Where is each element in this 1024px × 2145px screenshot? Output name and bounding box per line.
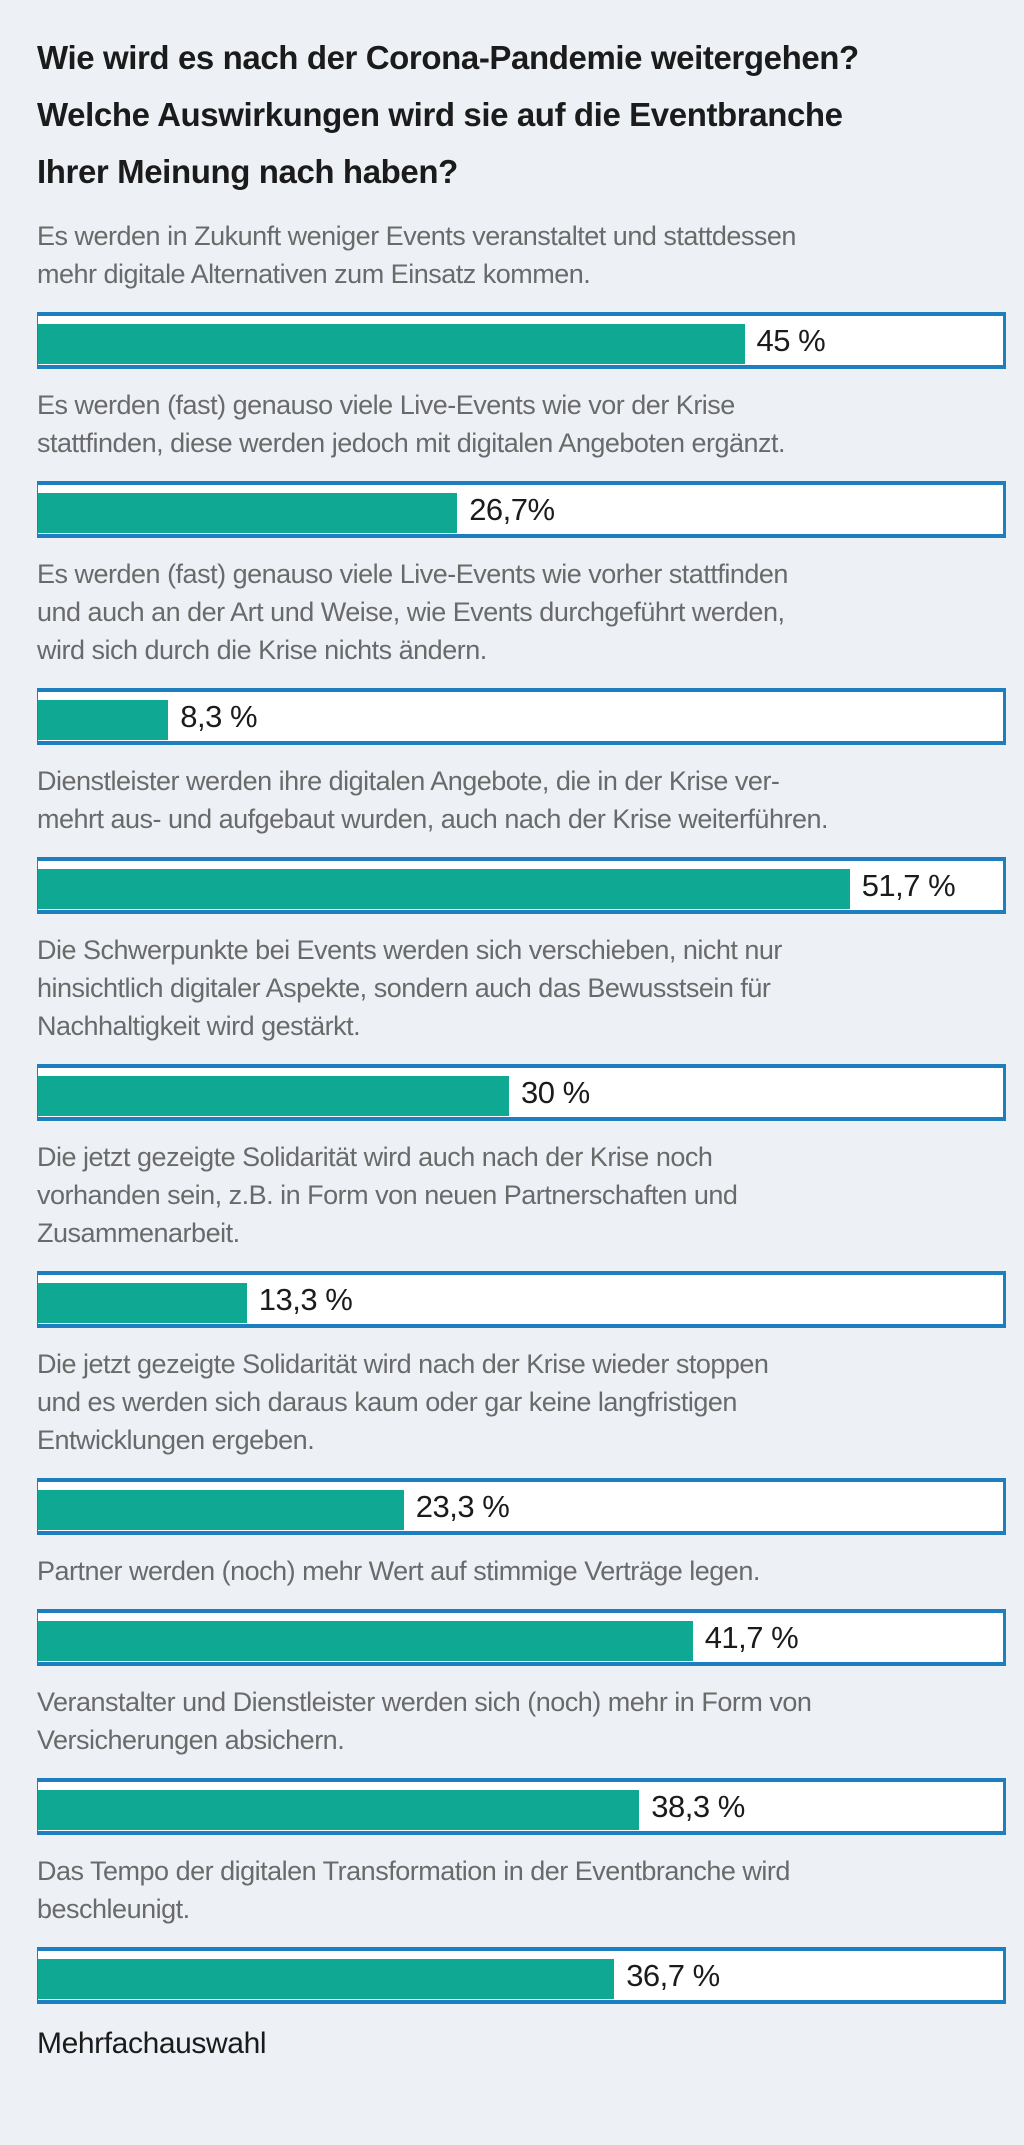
value-label: 51,7 % <box>861 868 956 903</box>
bar-label-line: und es werden sich daraus kaum oder gar … <box>37 1387 737 1417</box>
bar-item: Veranstalter und Dienstleister werden si… <box>37 1683 1006 1835</box>
bar-label-line: Zusammenarbeit. <box>37 1218 240 1248</box>
bar-label: Die Schwerpunkte bei Events werden sich … <box>37 931 1006 1045</box>
bar-label-line: Das Tempo der digitalen Transformation i… <box>37 1856 790 1886</box>
bar-frame: 36,7 % <box>37 1947 1006 2004</box>
value-label: 8,3 % <box>180 699 258 734</box>
chart: Wie wird es nach der Corona-Pandemie wei… <box>37 29 1006 2064</box>
bar-item: Es werden (fast) genauso viele Live-Even… <box>37 555 1006 745</box>
bar-label-line: vorhanden sein, z.B. in Form von neuen P… <box>37 1180 738 1210</box>
bar <box>38 869 850 909</box>
bar-label-line: mehr digitale Alternativen zum Einsatz k… <box>37 259 591 289</box>
bar <box>38 324 745 364</box>
value-label: 38,3 % <box>651 1789 745 1824</box>
bar <box>38 1283 247 1323</box>
title-line: Wie wird es nach der Corona-Pandemie wei… <box>37 39 859 76</box>
bar-item: Es werden (fast) genauso viele Live-Even… <box>37 386 1006 538</box>
title-line: Welche Auswirkungen wird sie auf die Eve… <box>37 96 843 133</box>
bar-item: Die jetzt gezeigte Solidarität wird nach… <box>37 1345 1006 1535</box>
bar-label-line: Die jetzt gezeigte Solidarität wird auch… <box>37 1142 713 1172</box>
bar-frame: 26,7% <box>37 481 1006 538</box>
bar-label-line: Es werden in Zukunft weniger Events vera… <box>37 221 796 251</box>
chart-title: Wie wird es nach der Corona-Pandemie wei… <box>37 29 1006 200</box>
footnote: Mehrfachauswahl <box>37 2027 267 2060</box>
bar-label: Die jetzt gezeigte Solidarität wird auch… <box>37 1138 1006 1252</box>
bar-label-line: Nachhaltigkeit wird gestärkt. <box>37 1011 361 1041</box>
bar-label: Es werden (fast) genauso viele Live-Even… <box>37 555 1006 669</box>
bar-label: Veranstalter und Dienstleister werden si… <box>37 1683 1006 1759</box>
bar-label-line: Die jetzt gezeigte Solidarität wird nach… <box>37 1349 769 1379</box>
bar-label-line: hinsichtlich digitaler Aspekte, sondern … <box>37 973 771 1003</box>
bar-frame: 38,3 % <box>37 1778 1006 1835</box>
bar <box>38 1621 693 1661</box>
bar-label-line: Entwicklungen ergeben. <box>37 1425 315 1455</box>
bar-label-line: stattfinden, diese werden jedoch mit dig… <box>37 428 786 458</box>
bar <box>38 1076 509 1116</box>
bar-label-line: wird sich durch die Krise nichts ändern. <box>37 635 487 665</box>
bar-label-line: Dienstleister werden ihre digitalen Ange… <box>37 766 780 796</box>
bar-label: Das Tempo der digitalen Transformation i… <box>37 1852 1006 1928</box>
bar-label-line: und auch an der Art und Weise, wie Event… <box>37 597 785 627</box>
bar-label-line: beschleunigt. <box>37 1894 190 1924</box>
value-label: 45 % <box>756 323 826 358</box>
bar-frame: 30 % <box>37 1064 1006 1121</box>
bar-item: Die jetzt gezeigte Solidarität wird auch… <box>37 1138 1006 1328</box>
value-label: 30 % <box>521 1075 590 1110</box>
bar-label: Es werden (fast) genauso viele Live-Even… <box>37 386 1006 462</box>
bar-frame: 45 % <box>37 312 1006 369</box>
bar-frame: 51,7 % <box>37 857 1006 914</box>
value-label: 41,7 % <box>704 1620 799 1655</box>
value-label: 23,3 % <box>415 1489 510 1524</box>
value-label: 36,7 % <box>626 1958 720 1993</box>
bar-item: Das Tempo der digitalen Transformation i… <box>37 1852 1006 2004</box>
bar <box>38 1790 640 1830</box>
value-label: 26,7% <box>469 492 555 527</box>
bar <box>38 1959 615 1999</box>
title-line: Ihrer Meinung nach haben? <box>37 153 458 190</box>
bar-label: Dienstleister werden ihre digitalen Ange… <box>37 762 1006 838</box>
bar-frame: 23,3 % <box>37 1478 1006 1535</box>
bar <box>38 700 169 740</box>
bar-item: Es werden in Zukunft weniger Events vera… <box>37 217 1006 369</box>
bar-frame: 13,3 % <box>37 1271 1006 1328</box>
bar-item: Dienstleister werden ihre digitalen Ange… <box>37 762 1006 914</box>
bar-label-line: Die Schwerpunkte bei Events werden sich … <box>37 935 782 965</box>
value-label: 13,3 % <box>258 1282 353 1317</box>
bar-label-line: Es werden (fast) genauso viele Live-Even… <box>37 559 788 589</box>
bar-frame: 8,3 % <box>37 688 1006 745</box>
bar-item: Die Schwerpunkte bei Events werden sich … <box>37 931 1006 1121</box>
bar-label-line: Partner werden (noch) mehr Wert auf stim… <box>37 1556 760 1586</box>
bar-item: Partner werden (noch) mehr Wert auf stim… <box>37 1552 1006 1666</box>
bar-label-line: Veranstalter und Dienstleister werden si… <box>37 1687 812 1717</box>
bar-list: Es werden in Zukunft weniger Events vera… <box>37 217 1006 2004</box>
bar-label-line: mehrt aus- und aufgebaut wurden, auch na… <box>37 804 829 834</box>
bar-label-line: Es werden (fast) genauso viele Live-Even… <box>37 390 735 420</box>
bar <box>38 493 458 533</box>
bar-frame: 41,7 % <box>37 1609 1006 1666</box>
bar-label-line: Versicherungen absichern. <box>37 1725 345 1755</box>
bar-label: Es werden in Zukunft weniger Events vera… <box>37 217 1006 293</box>
bar-label: Partner werden (noch) mehr Wert auf stim… <box>37 1552 1006 1590</box>
bar <box>38 1490 404 1530</box>
bar-label: Die jetzt gezeigte Solidarität wird nach… <box>37 1345 1006 1459</box>
